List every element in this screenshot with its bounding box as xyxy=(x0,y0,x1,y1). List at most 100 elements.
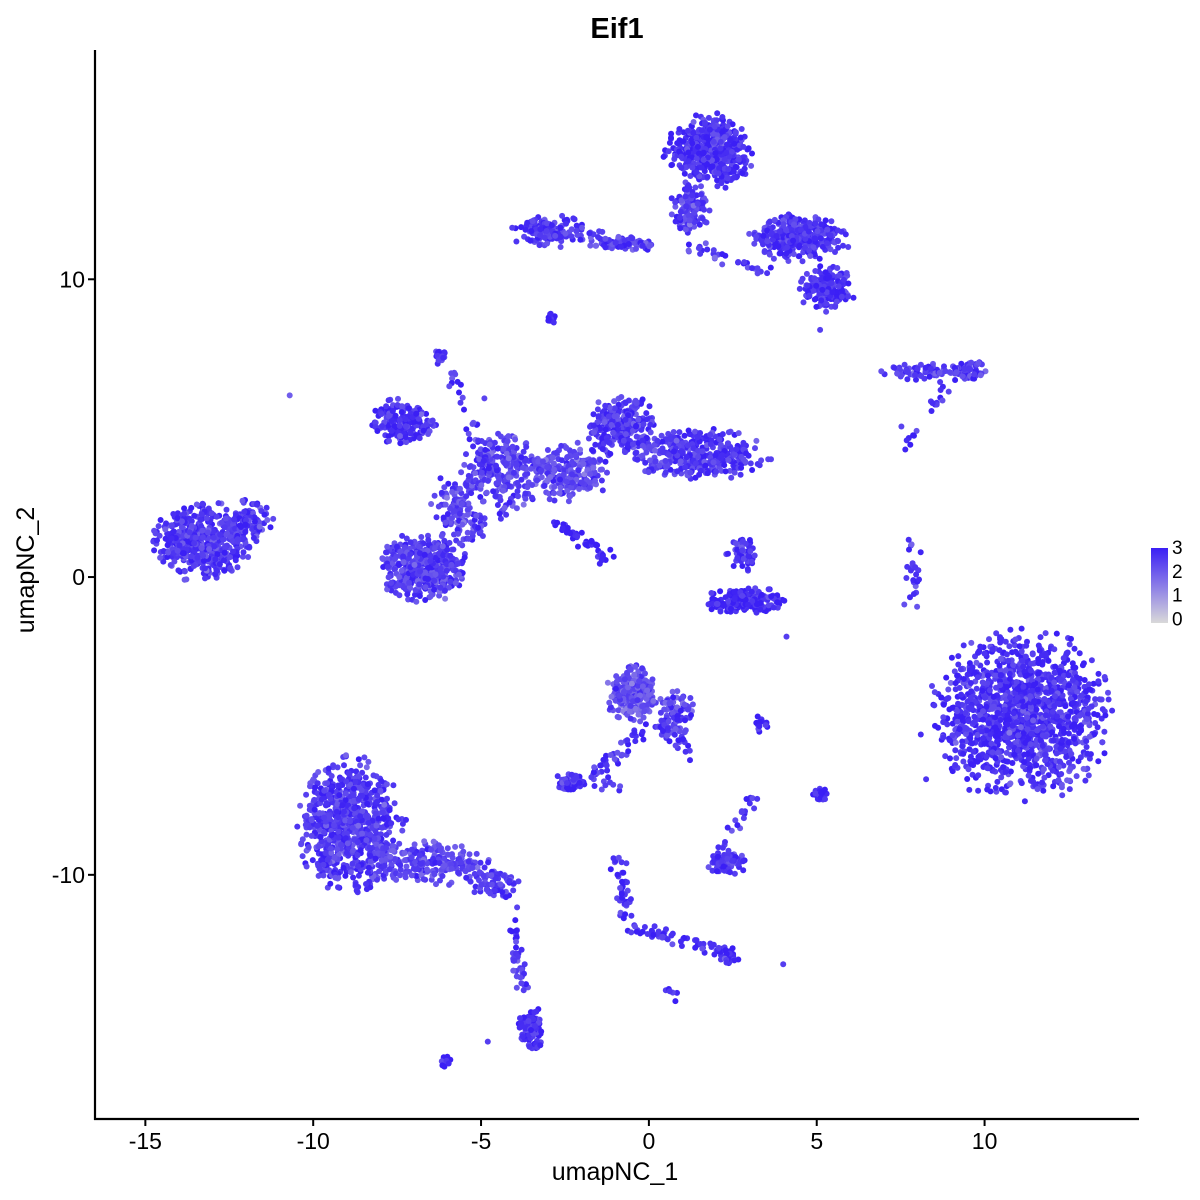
cell-point xyxy=(580,461,587,467)
cell-point xyxy=(334,764,341,771)
cell-point xyxy=(199,527,206,534)
cell-point xyxy=(1040,787,1047,794)
cell-point xyxy=(1068,635,1074,642)
cell-point xyxy=(611,413,618,420)
cell-point xyxy=(324,780,331,787)
cell-point xyxy=(332,874,339,881)
cell-point xyxy=(396,422,403,429)
cell-point xyxy=(473,850,480,857)
cell-point xyxy=(398,409,405,416)
cell-point xyxy=(463,451,469,458)
cell-point xyxy=(357,847,364,854)
cell-point xyxy=(483,489,490,496)
cell-point xyxy=(923,776,930,783)
cell-point xyxy=(969,664,976,671)
cell-point xyxy=(1028,660,1035,667)
cell-point xyxy=(1059,692,1066,699)
cell-point xyxy=(1021,751,1028,758)
cell-point xyxy=(327,880,334,887)
cell-point xyxy=(971,669,978,676)
cell-point xyxy=(334,801,341,808)
cell-point xyxy=(1062,703,1069,710)
cell-point xyxy=(997,717,1004,723)
cell-point xyxy=(446,539,453,546)
cell-point xyxy=(1083,698,1089,705)
cell-point xyxy=(206,546,213,552)
cell-point xyxy=(222,515,229,522)
cell-point xyxy=(377,787,384,794)
cell-point xyxy=(202,565,208,572)
cell-point xyxy=(364,781,371,788)
cell-point xyxy=(399,827,406,834)
cell-point xyxy=(387,853,394,860)
cell-point xyxy=(395,816,402,823)
cell-point xyxy=(1057,745,1064,752)
cell-point xyxy=(747,460,754,467)
cell-point xyxy=(964,776,971,782)
cell-point xyxy=(943,674,950,681)
cell-point xyxy=(586,479,593,486)
cell-point xyxy=(537,468,544,475)
cell-point xyxy=(402,857,408,864)
cell-point xyxy=(965,718,972,725)
cell-point xyxy=(642,459,649,466)
cell-point xyxy=(399,403,406,410)
cell-point xyxy=(1004,721,1011,728)
cell-point xyxy=(341,808,347,815)
cell-point xyxy=(311,797,318,804)
cell-point xyxy=(379,423,385,429)
cell-point xyxy=(1040,766,1047,773)
cell-point xyxy=(568,471,575,478)
cell-point xyxy=(1042,650,1049,657)
cell-point xyxy=(731,451,738,458)
cell-point xyxy=(618,394,625,400)
cell-point xyxy=(683,454,690,461)
cell-point xyxy=(191,540,198,547)
cell-point xyxy=(179,518,185,525)
cell-point xyxy=(400,559,407,565)
cell-point xyxy=(607,450,614,457)
cell-point xyxy=(662,469,669,476)
cell-point xyxy=(408,854,415,861)
cell-point xyxy=(267,524,274,531)
cell-point xyxy=(433,514,440,521)
cell-point xyxy=(981,650,988,657)
cell-point xyxy=(379,851,386,857)
cell-point xyxy=(1081,677,1088,683)
cell-point xyxy=(547,474,554,481)
cell-point xyxy=(585,435,592,442)
cell-point xyxy=(311,806,318,813)
cell-point xyxy=(633,433,640,440)
cell-point xyxy=(544,464,551,471)
cell-point xyxy=(557,484,564,491)
cell-point xyxy=(534,477,540,484)
cell-point xyxy=(355,863,361,870)
cell-point xyxy=(610,429,617,436)
cell-point xyxy=(1095,758,1102,765)
cell-point xyxy=(1065,672,1072,679)
cell-point xyxy=(1029,651,1036,658)
cell-point xyxy=(1027,741,1034,748)
cell-point xyxy=(212,556,219,563)
cell-point xyxy=(1053,750,1060,757)
cell-point xyxy=(397,862,404,869)
cell-point xyxy=(386,438,392,444)
cell-point xyxy=(599,466,605,473)
cell-point xyxy=(994,749,1001,756)
cell-point xyxy=(994,738,1001,745)
cell-point xyxy=(357,762,364,769)
cell-point xyxy=(383,781,390,788)
cell-point xyxy=(458,843,465,850)
cell-point xyxy=(586,484,593,491)
cell-point xyxy=(350,874,357,881)
cell-point xyxy=(1099,706,1106,713)
cell-point xyxy=(483,886,490,893)
cell-point xyxy=(386,866,393,873)
cell-point xyxy=(1056,667,1063,674)
cell-point xyxy=(1050,737,1057,744)
cell-point xyxy=(957,666,964,673)
cell-point xyxy=(704,470,711,477)
cell-point xyxy=(674,468,681,475)
cell-point xyxy=(513,461,520,468)
cell-point xyxy=(402,870,409,877)
